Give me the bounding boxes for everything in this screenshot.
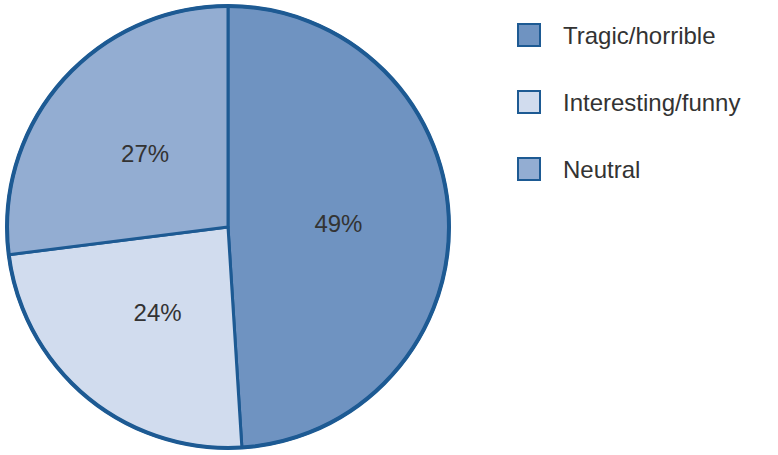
legend-label: Interesting/funny — [563, 89, 740, 116]
legend-swatch — [518, 158, 540, 180]
data-labels: 49% 24% 27% — [121, 140, 362, 325]
data-label: 49% — [314, 210, 362, 237]
pie-slice — [9, 227, 242, 448]
pie-slice — [228, 6, 449, 448]
legend-swatch — [518, 24, 540, 46]
pie — [7, 6, 449, 448]
pie-outline — [7, 6, 449, 448]
legend-swatch — [518, 91, 540, 113]
data-label: 24% — [134, 299, 182, 326]
chart-container: 49% 24% 27% Tragic/horrible Interesting/funn… — [0, 0, 778, 455]
pie-slice — [7, 6, 228, 255]
chart-svg: 49% 24% 27% Tragic/horrible Interesting/funn… — [0, 0, 778, 455]
legend-label: Tragic/horrible — [563, 22, 716, 49]
data-label: 27% — [121, 140, 169, 167]
legend: Tragic/horrible Interesting/funny Neutral — [518, 22, 740, 183]
legend-label: Neutral — [563, 156, 640, 183]
